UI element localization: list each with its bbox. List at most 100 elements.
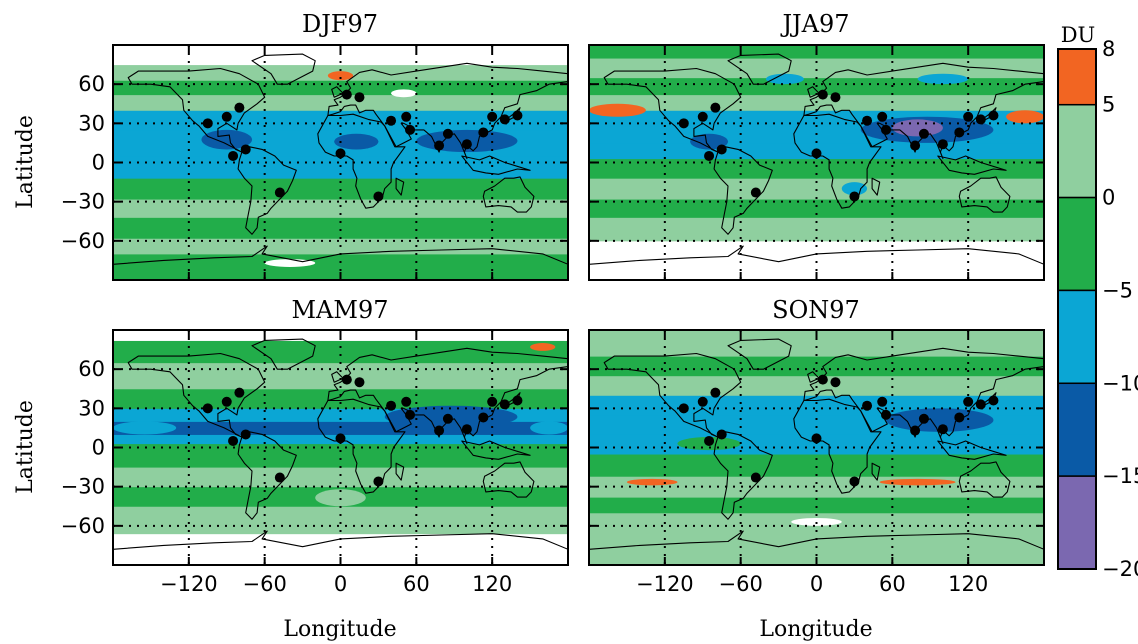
x-tick-label: −60 (243, 572, 287, 596)
coastline (589, 530, 1044, 565)
station-marker (499, 114, 510, 125)
colorbar-bins (1057, 48, 1097, 570)
station-marker (862, 400, 873, 411)
colorbar-tick-label: 0 (1102, 186, 1115, 210)
station-marker (697, 396, 708, 407)
coastline (395, 462, 405, 481)
anomaly-patch (886, 408, 994, 432)
station-marker (512, 110, 523, 121)
zonal-band (113, 443, 568, 468)
zonal-band (113, 110, 568, 131)
station-marker (354, 92, 365, 103)
coastline (958, 461, 1011, 498)
anomaly-patch (917, 73, 969, 85)
station-marker (918, 128, 929, 139)
station-marker (335, 148, 346, 159)
anomaly-patch (201, 129, 253, 150)
anomaly-patch (264, 259, 316, 267)
x-tick-label: 0 (810, 572, 823, 596)
coastline (127, 352, 266, 438)
station-marker (918, 413, 929, 424)
coastline (803, 62, 1044, 160)
station-marker (877, 111, 888, 122)
coastline (803, 347, 1044, 445)
x-tick-label: 60 (879, 572, 906, 596)
station-marker (240, 144, 251, 155)
station-marker (478, 412, 489, 423)
station-marker (678, 403, 689, 414)
station-marker (499, 399, 510, 410)
zonal-band (113, 506, 568, 535)
station-marker (716, 429, 727, 440)
station-marker (373, 476, 384, 487)
station-marker (386, 400, 397, 411)
panel-title: SON97 (772, 296, 860, 324)
zonal-band (113, 45, 568, 66)
colorbar-tick-label: −15 (1102, 464, 1138, 488)
colorbar-tick-labels: 8 5 0 −5 −10 −15 −20 (1102, 37, 1138, 581)
coastline (603, 352, 742, 438)
colorbar-tick-label: 8 (1102, 37, 1115, 61)
y-tick-label: 30 (78, 396, 105, 420)
coastline (937, 155, 1007, 175)
zonal-band (113, 178, 568, 200)
x-tick-labels: −120 −60 0 60 120 (160, 572, 512, 596)
station-marker (228, 150, 239, 161)
station-marker (830, 92, 841, 103)
anomaly-patch (327, 71, 354, 81)
station-marker (405, 124, 416, 135)
colorbar: DU 8 5 0 −5 −10 −15 −20 (1057, 23, 1138, 581)
zonal-band (589, 356, 1044, 377)
map-panel-jja97: JJA97 (588, 10, 1045, 281)
y-tick-labels: 60 30 0 −30 −60 (61, 357, 105, 538)
station-markers (202, 374, 523, 487)
station-marker (405, 409, 416, 420)
station-marker (862, 115, 873, 126)
station-marker (401, 111, 412, 122)
coastline (589, 245, 1044, 280)
station-marker (910, 425, 921, 436)
station-marker (274, 187, 285, 198)
station-marker (461, 424, 472, 435)
station-marker (478, 127, 489, 138)
axis-ticks (589, 330, 1044, 565)
station-marker (202, 403, 213, 414)
coastline (871, 177, 881, 196)
coastline (603, 67, 742, 153)
station-marker (512, 395, 523, 406)
station-marker (373, 191, 384, 202)
x-tick-label: −60 (719, 572, 763, 596)
coastline (937, 440, 1007, 460)
station-marker (954, 127, 965, 138)
coastline (482, 461, 535, 498)
station-marker (811, 148, 822, 159)
zonal-band (589, 375, 1044, 396)
y-tick-label: −60 (61, 514, 105, 538)
zonal-band (113, 340, 568, 364)
zonal-band (113, 155, 568, 179)
coastline (395, 177, 405, 196)
anomaly-patch (530, 421, 568, 435)
station-marker (954, 412, 965, 423)
station-markers (202, 89, 523, 202)
zonal-band (589, 454, 1044, 477)
station-marker (750, 472, 761, 483)
station-marker (221, 111, 232, 122)
coastline (327, 62, 568, 160)
coastline (237, 146, 297, 235)
anomaly-patch (892, 119, 943, 137)
anomaly-patch (589, 103, 646, 117)
zonal-band (589, 497, 1044, 514)
station-marker (937, 424, 948, 435)
colorbar-bin (1057, 48, 1097, 106)
map-panel-djf97: DJF97 60 30 0 −30 −60 Latitude (13, 10, 569, 281)
anomaly-patch (626, 478, 678, 486)
zonal-band (113, 80, 568, 96)
anomaly-patch (841, 182, 868, 196)
coastline (482, 176, 535, 213)
station-marker (442, 413, 453, 424)
colorbar-bin (1057, 475, 1097, 570)
station-marker (877, 396, 888, 407)
station-marker (881, 124, 892, 135)
